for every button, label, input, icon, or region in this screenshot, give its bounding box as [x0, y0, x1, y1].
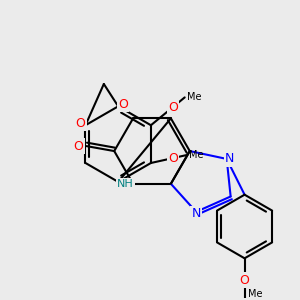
Text: N: N	[191, 207, 201, 220]
Text: O: O	[168, 152, 178, 164]
Text: Me: Me	[187, 92, 201, 102]
Text: N: N	[225, 152, 234, 165]
Text: O: O	[74, 140, 83, 153]
Text: O: O	[240, 274, 250, 287]
Text: O: O	[76, 117, 85, 130]
Text: O: O	[118, 98, 128, 111]
Text: O: O	[168, 101, 178, 114]
Text: NH: NH	[117, 179, 134, 189]
Text: Me: Me	[248, 289, 262, 299]
Text: Me: Me	[189, 150, 203, 160]
